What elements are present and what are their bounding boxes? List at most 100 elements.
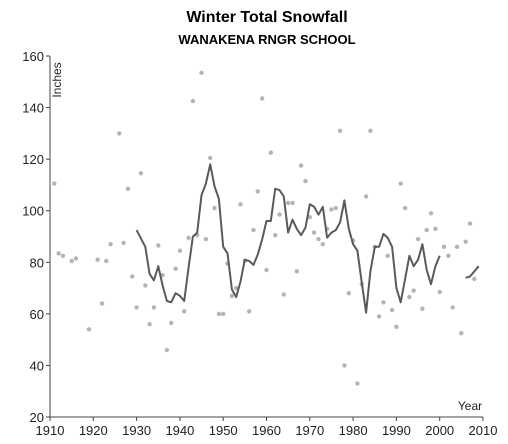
moving-average-segment: [135, 163, 441, 314]
data-point: [428, 211, 434, 216]
data-point: [285, 200, 291, 206]
x-axis-label: Year: [458, 399, 482, 413]
data-point: [69, 258, 74, 264]
data-point: [177, 248, 183, 253]
data-point: [199, 70, 204, 76]
axes: [49, 56, 483, 418]
data-point: [307, 215, 312, 220]
y-tick-label: 20: [30, 410, 44, 425]
data-point: [298, 163, 304, 168]
data-point: [433, 226, 438, 231]
data-point: [346, 291, 351, 296]
y-axis-ticks: 20 40 60 80 100 120 140 160: [22, 49, 50, 425]
data-point: [208, 155, 213, 161]
data-point: [472, 276, 477, 282]
data-point: [394, 324, 399, 329]
data-point: [173, 266, 178, 271]
data-point: [368, 128, 373, 133]
data-point: [182, 309, 187, 314]
data-point: [221, 311, 226, 317]
data-point: [463, 239, 468, 244]
data-point: [311, 230, 317, 235]
data-point: [294, 269, 299, 274]
data-point: [125, 186, 131, 191]
data-point: [355, 381, 360, 386]
data-point: [277, 212, 282, 217]
data-point: [260, 96, 265, 101]
data-point: [164, 347, 170, 353]
data-point: [143, 283, 148, 288]
data-point: [467, 221, 473, 226]
x-tick-label: 1910: [36, 423, 65, 438]
data-point: [186, 235, 191, 240]
data-point: [86, 327, 92, 332]
data-point: [454, 244, 460, 249]
data-point: [52, 181, 57, 186]
data-point: [212, 205, 217, 211]
moving-average-line: [135, 163, 480, 314]
data-point: [138, 171, 144, 176]
data-point: [190, 98, 196, 104]
y-tick-label: 60: [30, 307, 44, 322]
data-point: [229, 293, 235, 298]
data-point: [95, 257, 100, 262]
x-tick-label: 1960: [252, 423, 281, 438]
data-point: [398, 181, 403, 186]
y-tick-label: 40: [30, 358, 44, 373]
data-point: [415, 236, 421, 242]
data-point: [303, 178, 308, 184]
data-point: [363, 194, 369, 199]
data-point: [381, 300, 386, 305]
x-tick-label: 1920: [79, 423, 108, 438]
data-point: [402, 205, 408, 211]
data-point: [437, 289, 442, 295]
data-point: [290, 200, 295, 206]
data-point: [424, 227, 429, 233]
data-point: [234, 285, 239, 291]
data-point: [316, 236, 321, 242]
data-point: [60, 253, 66, 258]
data-point: [450, 305, 455, 310]
data-point: [216, 311, 222, 317]
chart-subtitle: WANAKENA RNGR SCHOOL: [178, 32, 355, 47]
data-point: [333, 205, 338, 211]
data-point: [238, 202, 243, 207]
data-point: [130, 274, 135, 279]
data-point: [121, 240, 126, 246]
data-point: [251, 227, 256, 233]
data-point: [134, 305, 139, 310]
y-axis-label: Inches: [50, 62, 64, 97]
data-point: [56, 251, 61, 256]
x-tick-label: 1940: [165, 423, 194, 438]
x-tick-label: 1930: [122, 423, 151, 438]
data-point: [273, 233, 278, 238]
moving-average-segment: [465, 265, 480, 279]
data-point: [117, 131, 122, 136]
data-point: [376, 314, 382, 319]
data-point: [441, 244, 447, 249]
data-point: [247, 309, 252, 314]
data-point: [108, 242, 113, 247]
x-tick-label: 1950: [209, 423, 238, 438]
data-point: [264, 267, 269, 273]
data-point: [459, 331, 464, 336]
x-tick-label: 1990: [382, 423, 411, 438]
data-point: [268, 150, 273, 155]
x-tick-label: 2000: [425, 423, 454, 438]
data-point: [337, 128, 343, 133]
y-tick-label: 160: [22, 49, 44, 64]
x-tick-label: 1980: [339, 423, 368, 438]
y-tick-label: 120: [22, 152, 44, 167]
data-point: [411, 288, 416, 293]
data-point: [156, 243, 161, 248]
data-point: [342, 363, 347, 368]
data-point: [407, 294, 412, 300]
data-point: [147, 322, 152, 327]
data-point: [420, 306, 425, 311]
data-point: [203, 236, 209, 242]
y-tick-label: 100: [22, 204, 44, 219]
data-point: [320, 242, 325, 247]
y-tick-label: 140: [22, 101, 44, 116]
data-point: [104, 258, 109, 264]
